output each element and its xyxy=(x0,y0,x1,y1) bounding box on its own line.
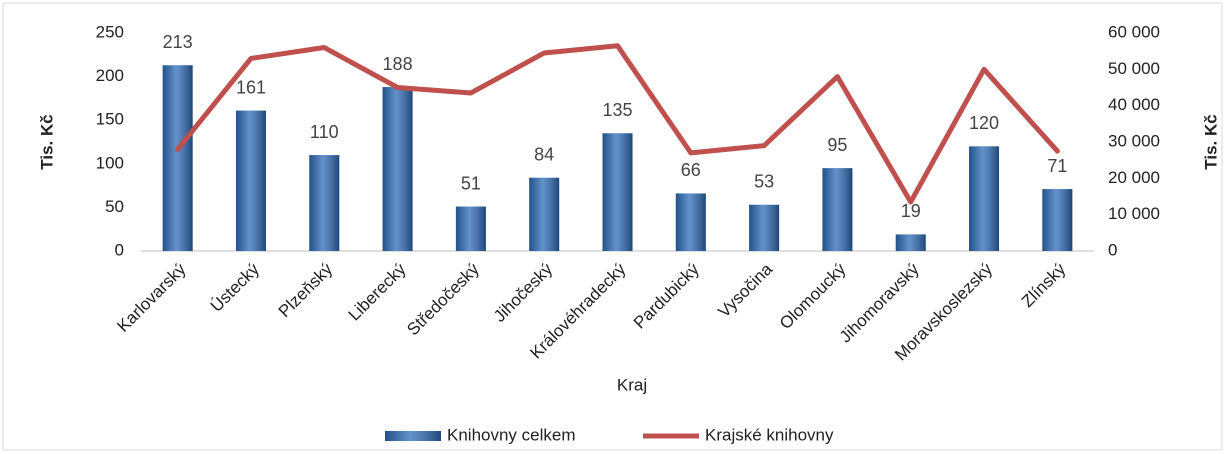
x-tick-label: Olomoucký xyxy=(776,259,850,333)
x-tick-label: Ústecký xyxy=(207,259,264,316)
bar-shade xyxy=(895,234,926,251)
legend-label: Krajské knihovny xyxy=(705,425,834,444)
y2-tick-label: 30 000 xyxy=(1108,131,1160,150)
bar-shade xyxy=(749,204,780,251)
x-tick-label: Liberecký xyxy=(345,259,410,324)
y2-tick-label: 60 000 xyxy=(1108,22,1160,41)
data-label: 135 xyxy=(602,100,632,120)
line xyxy=(175,43,1060,205)
bar-shade xyxy=(529,177,560,251)
x-tick-label: Karlovarský xyxy=(113,259,190,336)
data-label: 53 xyxy=(754,172,774,192)
bar-shade xyxy=(602,133,633,251)
bar-shade xyxy=(162,65,193,251)
y-tick-label: 150 xyxy=(96,110,124,129)
y2-axis-title: Tis. Kč xyxy=(1201,114,1220,169)
y2-tick-label: 40 000 xyxy=(1108,95,1160,114)
y-tick-label: 250 xyxy=(96,22,124,41)
data-label: 95 xyxy=(827,135,847,155)
bar-shade xyxy=(382,87,413,252)
bar-shade xyxy=(235,110,266,251)
y2-tick-label: 10 000 xyxy=(1108,204,1160,223)
y-tick-label: 200 xyxy=(96,66,124,85)
x-tick-label: Plzeňský xyxy=(275,259,337,321)
data-label: 161 xyxy=(236,77,266,97)
data-label: 51 xyxy=(461,173,481,193)
x-tick-label: Vysočina xyxy=(714,259,776,321)
bar-shade xyxy=(309,155,340,251)
legend-swatch-shade xyxy=(385,431,441,441)
y-tick-label: 0 xyxy=(115,240,124,259)
y-axis-title: Tis. Kč xyxy=(37,114,56,169)
x-tick-label: Pardubický xyxy=(630,259,703,332)
y2-tick-label: 20 000 xyxy=(1108,168,1160,187)
bar-shade xyxy=(822,168,853,251)
data-label: 19 xyxy=(901,201,921,221)
data-label: 66 xyxy=(681,160,701,180)
x-axis-title: Kraj xyxy=(617,375,647,394)
data-label: 71 xyxy=(1047,156,1067,176)
data-label: 213 xyxy=(163,32,193,52)
bar-shade xyxy=(675,193,706,251)
y2-tick-label: 0 xyxy=(1108,240,1117,259)
data-label: 120 xyxy=(969,113,999,133)
y-tick-label: 50 xyxy=(105,197,124,216)
x-tick-label: Zlínský xyxy=(1018,259,1070,311)
bar-shade xyxy=(1042,189,1073,251)
bar-shade xyxy=(969,146,1000,251)
bar-shade xyxy=(455,206,486,251)
legend-label: Knihovny celkem xyxy=(447,425,576,444)
y-tick-label: 100 xyxy=(96,153,124,172)
y2-tick-label: 50 000 xyxy=(1108,59,1160,78)
x-tick-label: Jihočeský xyxy=(490,259,557,326)
data-label: 188 xyxy=(383,54,413,74)
data-label: 84 xyxy=(534,145,554,165)
x-tick-label: Středočeský xyxy=(403,259,483,339)
data-label: 110 xyxy=(310,122,339,142)
